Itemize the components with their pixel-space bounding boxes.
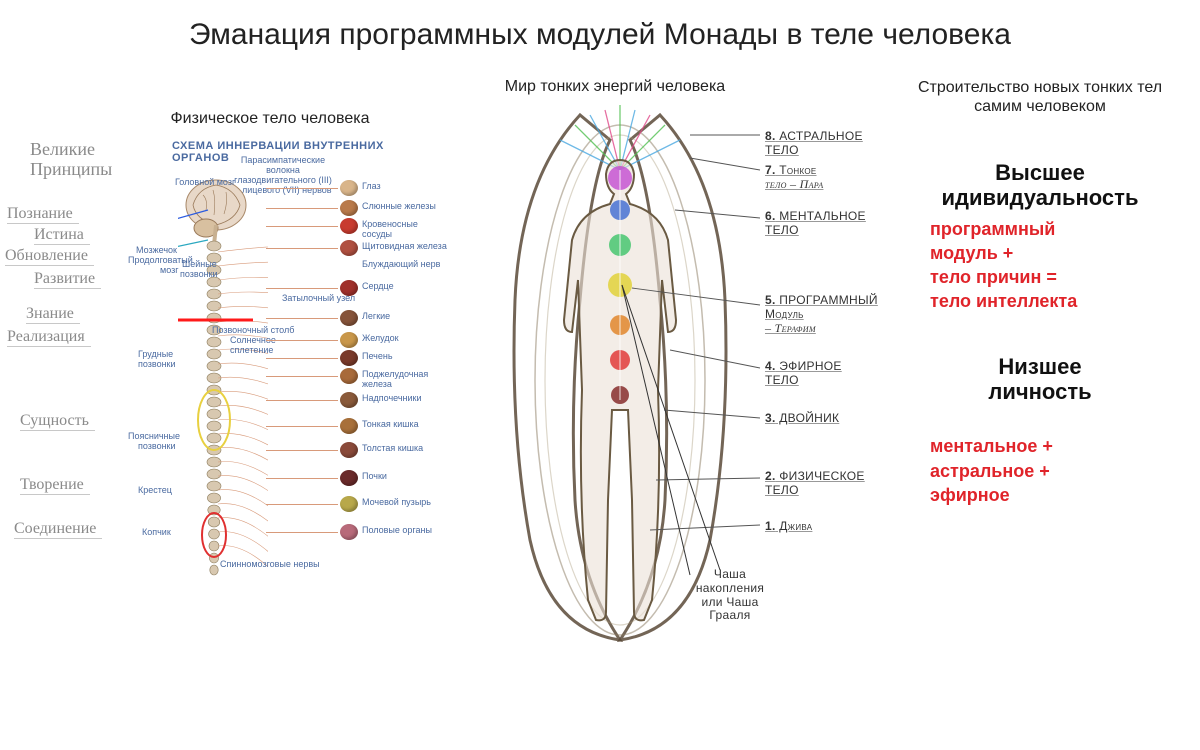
page-title: Эманация программных модулей Монады в те… — [0, 18, 1200, 52]
organ-icon-7 — [340, 310, 358, 326]
organ-label-0: Глаз — [362, 182, 381, 192]
body-label-3: 5. ПРОГРАММНЫЙМодуль– Терафим — [765, 294, 885, 335]
spine-diagram — [178, 170, 268, 590]
higher-red-text: программный модуль + тело причин = тело … — [900, 217, 1180, 314]
principle-5: Реализация — [7, 328, 91, 347]
spine-label-8: сплетение — [230, 346, 273, 356]
organ-label-8: Желудок — [362, 334, 399, 344]
body-label-6: 2. ФИЗИЧЕСКОЕТЕЛО — [765, 470, 885, 498]
principle-3: Развитие — [34, 270, 101, 289]
organ-label-15: Мочевой пузырь — [362, 498, 431, 508]
organ-icon-1 — [340, 200, 358, 216]
cup-label: Чаша накопления или Чаша Грааля — [680, 568, 780, 623]
principle-6: Сущность — [20, 412, 95, 431]
organ-icon-14 — [340, 470, 358, 486]
organ-icon-11 — [340, 392, 358, 408]
organ-label-5: Сердце — [362, 282, 394, 292]
principles-header: Великие Принципы — [30, 140, 112, 180]
body-label-0: 8. АСТРАЛЬНОЕТЕЛО — [765, 130, 885, 158]
organ-label-3: Щитовидная железа — [362, 242, 447, 252]
higher-title: Высшее идивидуальность — [900, 160, 1180, 211]
principle-0: Познание — [7, 205, 79, 224]
organ-label-12: Тонкая кишка — [362, 420, 419, 430]
organ-icon-0 — [340, 180, 358, 196]
panel-subtle-energies: 8. АСТРАЛЬНОЕТЕЛО 7. Тонкоетело – Пара 6. … — [460, 100, 890, 700]
spine-label-0: Головной мозг — [175, 178, 235, 188]
col2-title: Мир тонких энергий человека — [470, 78, 760, 96]
panel-physical-body: Великие Принципы СХЕМА ИННЕРВАЦИИ ВНУТРЕ… — [10, 140, 450, 620]
organ-label-4: Блуждающий нерв — [362, 260, 440, 270]
organ-icon-10 — [340, 368, 358, 384]
body-label-1: 7. Тонкоетело – Пара — [765, 164, 885, 192]
principle-2: Обновление — [5, 247, 94, 266]
organ-label-7: Легкие — [362, 312, 390, 322]
spine-label-12: позвонки — [138, 442, 176, 452]
organ-icon-15 — [340, 496, 358, 512]
organ-label-9: Печень — [362, 352, 393, 362]
lower-red-text: ментальное + астральное + эфирное — [900, 434, 1180, 507]
body-label-4: 4. ЭФИРНОЕТЕЛО — [765, 360, 885, 388]
organ-icon-8 — [340, 332, 358, 348]
organ-icon-9 — [340, 350, 358, 366]
organ-label-6: Затылочный узел — [282, 294, 355, 304]
principles-header-l2: Принципы — [30, 159, 112, 179]
organ-icon-3 — [340, 240, 358, 256]
col1-title: Физическое тело человека — [140, 110, 400, 128]
principle-8: Соединение — [14, 520, 102, 539]
spine-label-14: Копчик — [142, 528, 171, 538]
organ-icon-13 — [340, 442, 358, 458]
principle-4: Знание — [26, 305, 80, 324]
spine-label-3: мозг — [160, 266, 179, 276]
organ-icon-2 — [340, 218, 358, 234]
organ-label-2: Кровеносные сосуды — [362, 220, 418, 240]
principle-1: Истина — [34, 226, 90, 245]
body-label-7: 1. Джива — [765, 520, 885, 534]
body-label-5: 3. ДВОЙНИК — [765, 412, 885, 426]
organ-icon-12 — [340, 418, 358, 434]
organ-label-1: Слюнные железы — [362, 202, 436, 212]
organ-label-14: Почки — [362, 472, 387, 482]
organ-label-10: Поджелудочная железа — [362, 370, 428, 390]
spine-label-5: позвонки — [180, 270, 218, 280]
body-label-2: 6. МЕНТАЛЬНОЕТЕЛО — [765, 210, 885, 238]
principle-7: Творение — [20, 476, 90, 495]
principles-header-l1: Великие — [30, 139, 95, 159]
lower-title: Низшее личность — [900, 354, 1180, 405]
spine-label-13: Крестец — [138, 486, 172, 496]
organ-icon-16 — [340, 524, 358, 540]
panel-text-column: Высшее идивидуальность программный модул… — [900, 100, 1180, 507]
organ-label-13: Толстая кишка — [362, 444, 423, 454]
organ-label-11: Надпочечники — [362, 394, 421, 404]
spine-label-15: Спинномозговые нервы — [220, 560, 320, 570]
organ-label-16: Половые органы — [362, 526, 432, 536]
spine-label-10: позвонки — [138, 360, 176, 370]
